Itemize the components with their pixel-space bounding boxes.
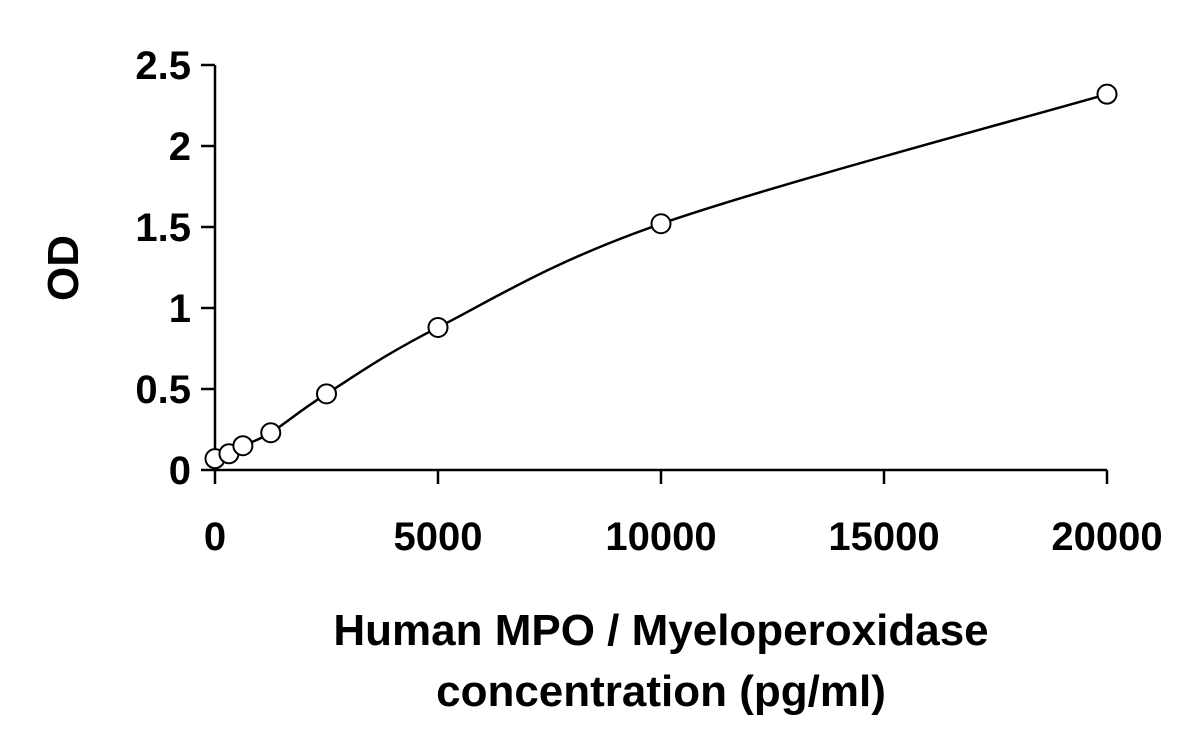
x-tick-label: 15000: [828, 515, 939, 559]
y-tick-label: 0: [169, 449, 191, 493]
y-tick-label: 2: [169, 125, 191, 169]
x-tick-label: 0: [204, 515, 226, 559]
data-point: [1096, 83, 1118, 105]
y-tick-label: 1.5: [135, 206, 191, 250]
y-axis-title: OD: [39, 235, 88, 301]
x-ticks: 0 5000 10000 15000 20000: [204, 470, 1163, 559]
y-tick-label: 0.5: [135, 368, 191, 412]
fit-curve: [214, 92, 1108, 460]
x-tick-label: 20000: [1051, 515, 1162, 559]
axes: [213, 65, 1107, 472]
data-point: [427, 316, 449, 338]
data-points-layer: [204, 83, 1118, 470]
x-axis-title-line-1: Human MPO / Myeloperoxidase: [333, 606, 988, 655]
y-ticks: 0 0.5 1 1.5 2 2.5: [135, 44, 215, 493]
y-tick-label: 1: [169, 287, 191, 331]
x-tick-label: 5000: [394, 515, 483, 559]
x-tick-label: 10000: [605, 515, 716, 559]
data-point: [260, 422, 282, 444]
fit-curve-layer: [214, 92, 1108, 460]
y-tick-label: 2.5: [135, 44, 191, 88]
data-point: [316, 383, 337, 405]
data-point: [232, 435, 254, 457]
data-point: [650, 213, 672, 235]
x-axis-title-line-2: concentration (pg/ml): [436, 667, 886, 716]
